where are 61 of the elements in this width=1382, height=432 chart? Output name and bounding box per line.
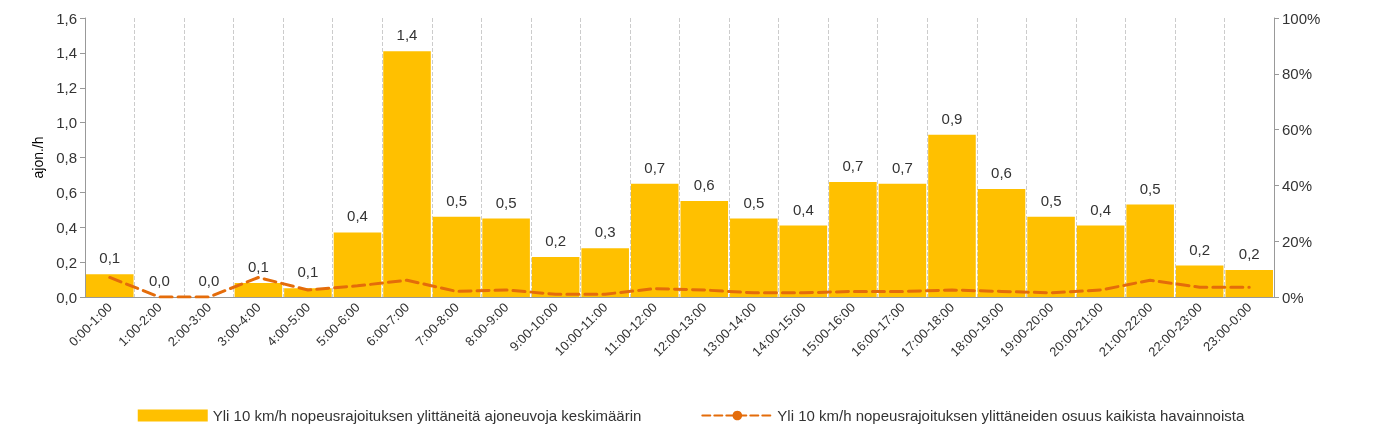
data-label: 0,4 — [792, 200, 814, 218]
bar — [878, 183, 927, 297]
data-label: 0,0 — [198, 272, 220, 289]
bar — [1027, 216, 1075, 297]
bar — [432, 216, 481, 297]
legend-label: Yli 10 km/h nopeusrajoituksen ylittäneiden osuus kaikista havainnoista — [777, 407, 1245, 424]
bar — [531, 256, 580, 297]
y-tick-label: 1,6 — [56, 9, 77, 27]
y-tick-label: 1,0 — [56, 114, 77, 132]
bar — [1076, 225, 1125, 297]
data-label: 0,0 — [148, 272, 170, 289]
data-label: 0,7 — [842, 156, 864, 174]
data-label: 0,1 — [297, 263, 319, 281]
bar — [1175, 265, 1224, 297]
bar — [333, 232, 382, 297]
bar — [85, 274, 134, 297]
y2-tick-label: 40% — [1282, 176, 1313, 194]
bar — [829, 181, 877, 297]
data-label: 0,5 — [446, 191, 467, 209]
y-tick-label: 1,4 — [56, 44, 77, 62]
data-label: 0,4 — [347, 207, 368, 225]
data-label: 0,5 — [1139, 179, 1161, 197]
data-label: 0,1 — [99, 249, 121, 267]
y-axis-title: ajon./h — [30, 136, 46, 179]
data-label: 1,4 — [396, 26, 418, 44]
data-label: 0,2 — [545, 231, 567, 249]
bar — [730, 218, 778, 297]
y-tick-label: 0,0 — [56, 288, 77, 306]
data-label: 0,9 — [941, 109, 963, 127]
y2-tick-label: 80% — [1282, 65, 1313, 83]
data-label: 0,5 — [495, 193, 517, 211]
bar — [1126, 204, 1174, 297]
y2-tick-label: 0% — [1282, 288, 1304, 306]
data-label: 0,4 — [1090, 200, 1112, 218]
y2-tick-label: 60% — [1282, 121, 1313, 139]
y-tick-label: 0,6 — [56, 183, 77, 201]
data-label: 0,5 — [1040, 191, 1062, 209]
data-label: 0,5 — [743, 193, 765, 211]
data-label: 0,3 — [594, 223, 616, 241]
bar — [779, 225, 828, 297]
y2-tick-label: 20% — [1282, 232, 1313, 250]
legend-label: Yli 10 km/h nopeusrajoituksen ylittäneitä ajoneuvoja keskimäärin — [212, 407, 642, 424]
data-label: 0,7 — [644, 158, 666, 176]
data-label: 0,2 — [1238, 244, 1260, 262]
y-tick-label: 0,8 — [56, 149, 77, 166]
bar — [581, 248, 629, 297]
y-tick-label: 1,2 — [56, 79, 77, 97]
data-label: 0,6 — [693, 176, 715, 194]
bar — [383, 51, 431, 297]
bar — [928, 134, 976, 297]
data-label: 0,1 — [247, 258, 269, 276]
y-tick-label: 0,2 — [56, 253, 77, 271]
bar — [1225, 269, 1274, 297]
data-label: 0,6 — [991, 163, 1012, 181]
bar — [234, 283, 283, 297]
data-label: 0,2 — [1189, 240, 1211, 258]
data-label: 0,7 — [892, 158, 913, 176]
bar — [482, 218, 530, 297]
y-tick-label: 0,4 — [56, 218, 77, 236]
y2-tick-label: 100% — [1282, 9, 1321, 27]
bar — [977, 188, 1026, 297]
